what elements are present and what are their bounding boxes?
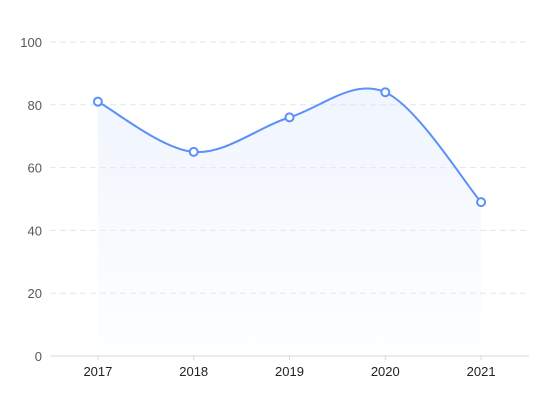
data-point-2017 [92,96,103,107]
data-point-2021 [476,197,487,208]
y-tick-label-40: 40 [28,223,42,238]
y-tick-label-80: 80 [28,98,42,113]
y-tick-label-20: 20 [28,286,42,301]
y-tick-label-60: 60 [28,161,42,176]
x-tick-label-2021: 2021 [467,364,496,379]
x-tick-label-2020: 2020 [371,364,400,379]
data-point-2019 [284,112,295,123]
data-point-2018 [188,146,199,157]
y-tick-label-100: 100 [20,35,42,50]
y-tick-label-0: 0 [35,349,42,364]
series-area [97,88,482,357]
x-tick-label-2017: 2017 [83,364,112,379]
x-tick-label-2018: 2018 [179,364,208,379]
x-tick-label-2019: 2019 [275,364,304,379]
data-point-2020 [380,87,391,98]
